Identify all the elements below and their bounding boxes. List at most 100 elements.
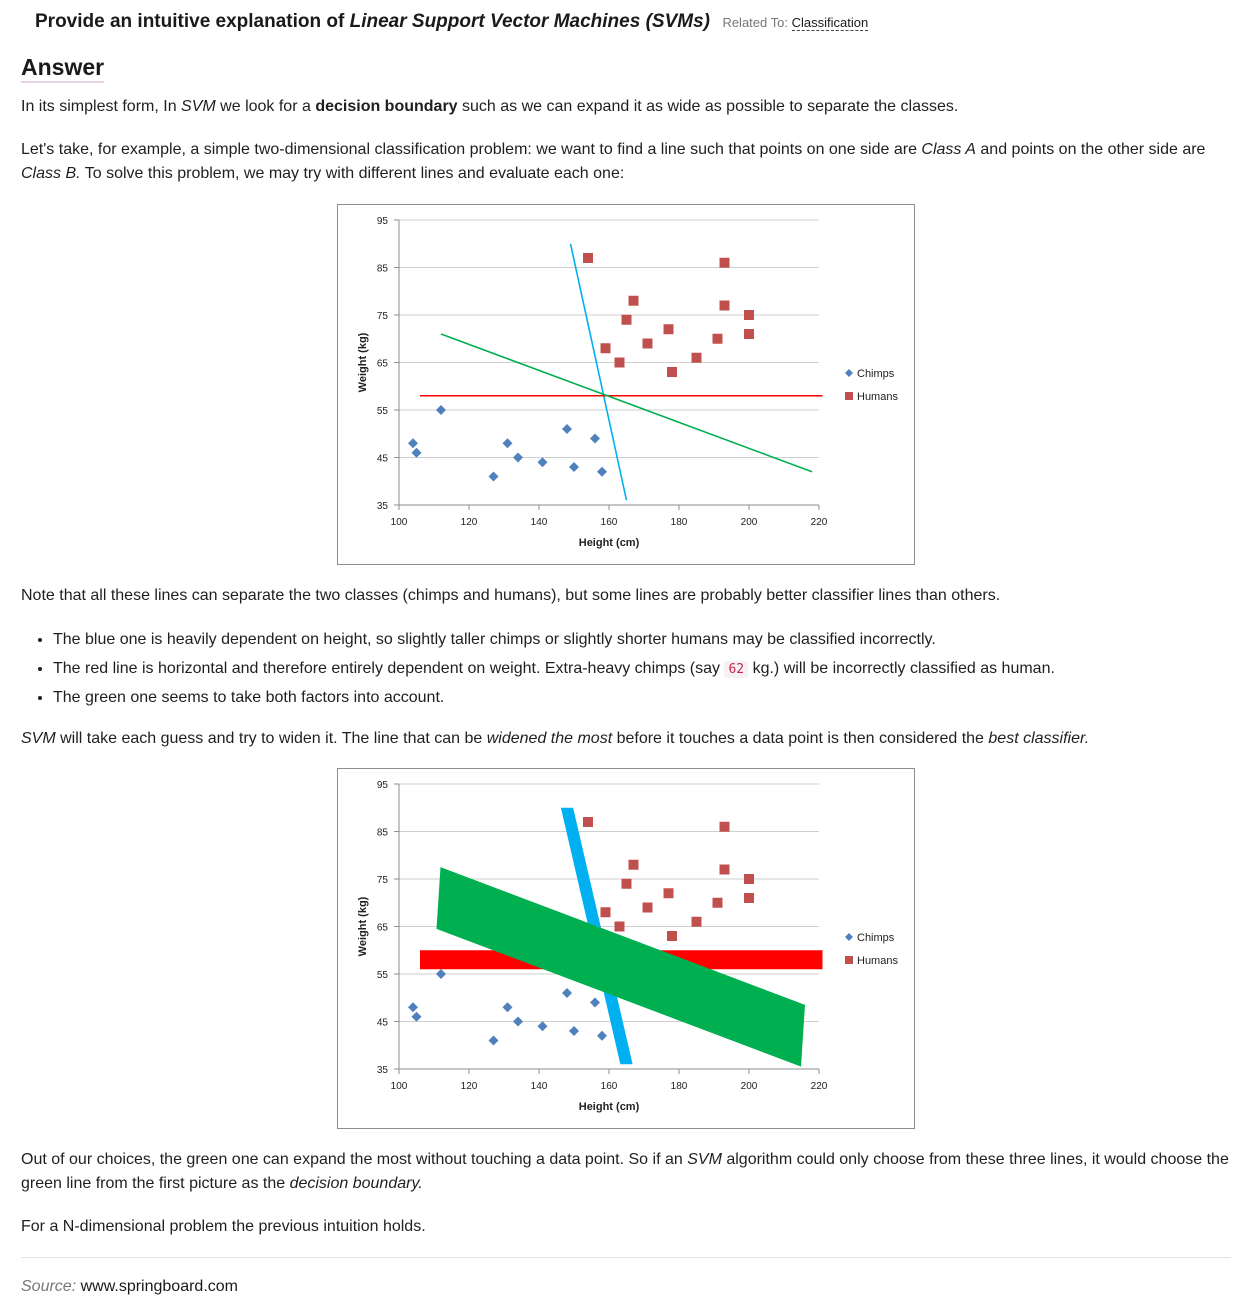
human-point [691, 352, 702, 363]
chart-lines-figure: 35 45 55 65 75 85 95 100 120 140 160 180 200 220 Heigh… [337, 204, 915, 565]
human-point [621, 314, 632, 325]
line-comparison-list: The blue one is heavily dependent on hei… [21, 626, 1233, 713]
chimp-point [562, 988, 572, 998]
human-point [583, 253, 593, 263]
y-tick-label: 75 [377, 311, 389, 322]
y-axis-label: Weight (kg) [357, 896, 369, 956]
chimp-point [537, 457, 548, 468]
human-point [628, 295, 639, 306]
human-point [712, 897, 723, 908]
y-tick-label: 95 [377, 216, 389, 227]
human-point [642, 902, 653, 913]
paragraph-example: Let's take, for example, a simple two-di… [21, 141, 1206, 182]
y-tick-label: 55 [377, 970, 389, 981]
chimp-point [513, 1016, 523, 1027]
y-tick-label: 35 [377, 1065, 389, 1076]
chimp-point [436, 405, 446, 415]
human-point [744, 874, 754, 884]
human-point [719, 300, 730, 311]
green-margin-band [436, 867, 805, 1067]
paragraph-conclusion: Out of our choices, the green one can ex… [21, 1151, 1229, 1192]
human-point [691, 916, 702, 927]
chimp-point [597, 1030, 607, 1041]
x-tick-label: 180 [671, 517, 688, 528]
human-point [663, 888, 674, 899]
y-tick-label: 65 [377, 923, 389, 934]
legend-label-chimps: Chimps [857, 368, 895, 380]
chart-bands-figure: 35 45 55 65 75 85 95 100 120 140 160 180 200 220 Heigh… [337, 768, 915, 1129]
inline-code-value: 62 [724, 660, 749, 678]
human-point [744, 893, 754, 903]
list-item-blue: The blue one is heavily dependent on hei… [53, 626, 1233, 655]
x-tick-label: 180 [671, 1081, 688, 1092]
human-point [719, 821, 730, 832]
x-tick-label: 120 [461, 517, 478, 528]
chimp-point [569, 462, 579, 472]
paragraph-ndim: For a N-dimensional problem the previous… [21, 1218, 426, 1235]
human-point [667, 931, 677, 941]
x-tick-label: 200 [741, 517, 758, 528]
y-tick-label: 65 [377, 359, 389, 370]
x-axis-label: Height (cm) [579, 537, 640, 549]
human-point [744, 329, 754, 339]
chimp-point [408, 1002, 418, 1013]
chimp-point [502, 1002, 513, 1013]
chimp-point [408, 438, 418, 449]
source-value: www.springboard.com [80, 1278, 238, 1295]
paragraph-intro: In its simplest form, In SVM we look for… [21, 98, 959, 115]
svm-bands-chart: 35 45 55 65 75 85 95 100 120 140 160 180 200 220 Heigh… [357, 780, 898, 1113]
legend-humans-marker [845, 956, 853, 964]
chimp-point [436, 969, 446, 979]
human-point [667, 367, 677, 377]
chimp-point [513, 452, 523, 463]
y-tick-label: 55 [377, 406, 389, 417]
green-boundary-line [440, 333, 813, 473]
human-point [583, 817, 593, 827]
chimp-point [590, 433, 600, 444]
question-header: Provide an intuitive explanation of Line… [35, 11, 869, 33]
human-point [642, 338, 653, 349]
y-tick-label: 95 [377, 780, 389, 791]
chimp-point [411, 447, 422, 458]
y-tick-label: 35 [377, 501, 389, 512]
x-axis-label: Height (cm) [579, 1101, 640, 1113]
svm-lines-chart: 35 45 55 65 75 85 95 100 120 140 160 180 200 220 Heigh… [357, 216, 898, 549]
question-title: Provide an intuitive explanation of Line… [35, 11, 710, 32]
legend-label-chimps: Chimps [857, 932, 895, 944]
human-point [712, 333, 723, 344]
human-point [614, 921, 625, 932]
chimp-point [562, 424, 572, 434]
related-link-classification[interactable]: Classification [791, 15, 869, 31]
x-tick-label: 220 [811, 517, 828, 528]
human-point [614, 357, 625, 368]
human-point [719, 257, 730, 268]
human-point [621, 878, 632, 889]
legend-chimps-marker [845, 369, 853, 377]
answer-heading: Answer [21, 54, 105, 83]
y-tick-label: 45 [377, 1018, 389, 1029]
chimp-point [569, 1026, 579, 1036]
x-tick-label: 140 [531, 1081, 548, 1092]
y-axis-label: Weight (kg) [357, 332, 369, 392]
paragraph-widen: SVM will take each guess and try to wide… [21, 730, 1090, 747]
human-point [663, 324, 674, 335]
human-point [600, 907, 611, 918]
x-tick-label: 220 [811, 1081, 828, 1092]
x-tick-label: 160 [601, 1081, 618, 1092]
y-tick-label: 85 [377, 264, 389, 275]
divider [21, 1257, 1231, 1258]
legend-humans-marker [845, 392, 853, 400]
y-tick-label: 85 [377, 828, 389, 839]
human-point [628, 859, 639, 870]
list-item-red: The red line is horizontal and therefore… [53, 655, 1233, 685]
x-tick-label: 100 [391, 1081, 408, 1092]
x-tick-label: 100 [391, 517, 408, 528]
blue-boundary-line [569, 243, 628, 501]
x-tick-label: 120 [461, 1081, 478, 1092]
chimp-point [488, 1035, 499, 1046]
chimp-point [502, 438, 513, 449]
chimp-point [411, 1011, 422, 1022]
x-tick-label: 160 [601, 517, 618, 528]
y-tick-label: 45 [377, 454, 389, 465]
related-to: Related To: Classification [722, 15, 869, 31]
